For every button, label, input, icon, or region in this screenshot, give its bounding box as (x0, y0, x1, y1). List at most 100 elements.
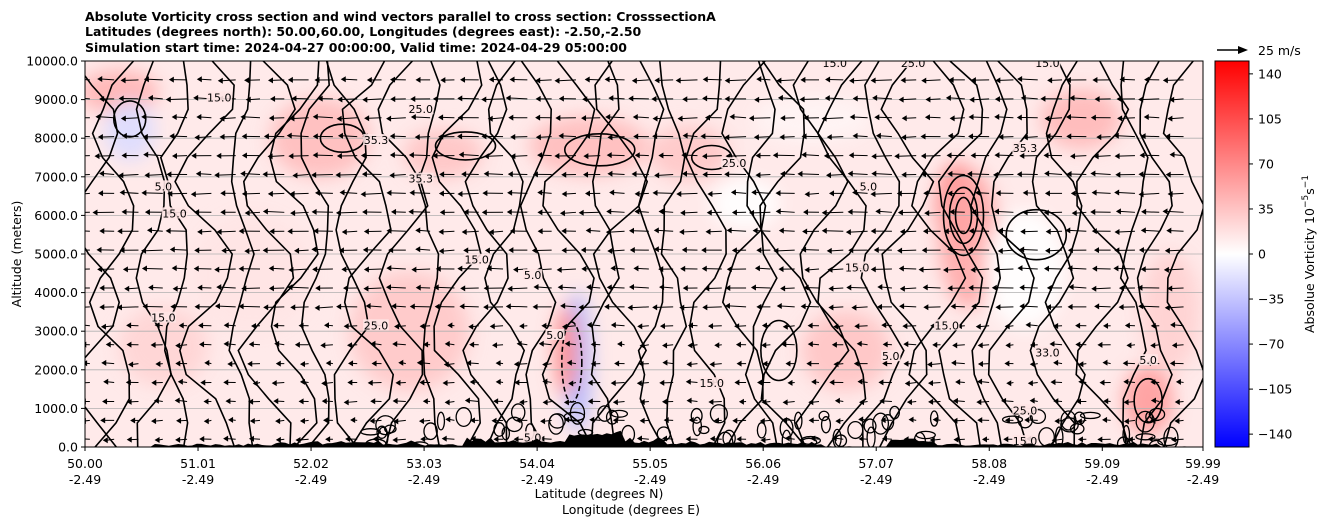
wind-vector-head-64 (515, 417, 521, 424)
wind-vector-head-684 (1044, 170, 1050, 177)
wind-vector-402 (899, 285, 917, 292)
wind-vector-shaft-121 (786, 400, 795, 403)
wind-vector-head-41 (1077, 436, 1083, 443)
wind-vector-364 (1094, 303, 1111, 310)
wind-vector-372 (172, 285, 188, 292)
wind-vector-shaft-818 (953, 117, 965, 119)
wind-vector-724 (894, 153, 917, 160)
wind-vector-167 (787, 379, 795, 386)
contour-surface-39 (872, 412, 890, 435)
wind-vector-shaft-49 (155, 419, 163, 422)
wind-vector-715 (681, 152, 698, 159)
wind-vector-shaft-820 (998, 116, 1014, 119)
contour-surface-60 (501, 426, 511, 441)
wind-vector-2 (126, 436, 139, 443)
wind-vector-head-270 (1049, 340, 1055, 347)
wind-vector-281 (198, 322, 212, 329)
wind-vector-shaft-436 (614, 267, 625, 270)
wind-vector-shaft-321 (1174, 324, 1184, 327)
wind-vector-620 (609, 189, 625, 196)
wind-vector-615 (482, 190, 504, 197)
wind-vector-head-390 (606, 284, 612, 291)
wind-vector-606 (267, 190, 285, 197)
wind-vector-head-151 (395, 379, 401, 386)
wind-vector-head-318 (1103, 322, 1109, 329)
wind-vector-653 (292, 172, 309, 179)
wind-vector-469 (294, 247, 309, 254)
wind-vector-head-341 (532, 303, 538, 310)
wind-vector-shaft-375 (245, 287, 261, 290)
wind-vector-head-838 (317, 95, 323, 102)
wind-vector-shaft-19 (543, 438, 552, 440)
wind-vector-head-324 (116, 304, 122, 311)
wind-vector-shaft-857 (781, 97, 795, 100)
wind-vector-893 (535, 77, 552, 84)
wind-vector-509 (146, 227, 163, 234)
wind-vector-head-702 (360, 152, 366, 159)
y-tick-label-4: 4000.0 (34, 285, 78, 300)
wind-vector-head-561 (290, 210, 296, 217)
wind-vector-head-180 (1099, 379, 1105, 386)
wind-vector-head-265 (932, 341, 938, 348)
wind-vector-head-696 (216, 152, 222, 159)
wind-vector-772 (947, 132, 965, 139)
wind-vector-687 (1115, 171, 1135, 178)
wind-vector-head-812 (803, 114, 809, 121)
wind-vector-shaft-345 (631, 306, 649, 309)
wind-vector-shaft-693 (147, 154, 163, 157)
wind-vector-459 (1163, 266, 1184, 273)
wind-vector-head-523 (488, 229, 494, 236)
wind-vector-shaft-561 (294, 211, 309, 214)
wind-vector-shaft-677 (875, 173, 892, 175)
wind-vector-shaft-789 (244, 116, 261, 119)
wind-vector-shaft-894 (558, 79, 576, 82)
wind-vector-shaft-827 (1171, 117, 1184, 120)
wind-vector-519 (386, 227, 406, 234)
wind-vector-8 (275, 436, 285, 443)
wind-vector-shaft-173 (931, 382, 941, 384)
wind-vector-head-70 (663, 417, 669, 424)
wind-vector-head-639 (1070, 190, 1076, 197)
wind-vector-head-558 (220, 209, 226, 216)
wind-vector-head-783 (95, 113, 101, 120)
wind-vector-shaft-684 (1048, 172, 1063, 175)
wind-vector-138 (85, 382, 90, 384)
wind-vector-head-47 (100, 417, 106, 424)
wind-vector-645 (99, 170, 115, 177)
wind-vector-shaft-758 (611, 136, 625, 138)
wind-vector-797 (438, 114, 455, 121)
wind-vector-692 (121, 152, 139, 159)
wind-vector-head-643 (1167, 191, 1173, 198)
wind-vector-head-327 (194, 303, 200, 310)
wind-vector-head-729 (1019, 152, 1025, 159)
wind-vector-shaft-328 (218, 305, 236, 308)
wind-vector-shaft-610 (364, 192, 382, 195)
wind-vector-855 (724, 95, 747, 102)
wind-vector-81 (932, 416, 941, 423)
wind-vector-463 (141, 247, 163, 254)
x-tick-lon-8: -2.49 (973, 472, 1005, 487)
wind-vector-657 (389, 172, 406, 179)
wind-vector-head-11 (345, 436, 351, 443)
wind-vector-295 (541, 322, 552, 329)
wind-vector-859 (824, 95, 844, 102)
wind-vector-head-781 (1165, 133, 1171, 140)
wind-vector-726 (946, 152, 965, 159)
wind-vector-head-565 (391, 208, 397, 215)
wind-vector-head-726 (946, 152, 952, 159)
wind-vector-shaft-674 (801, 173, 820, 175)
wind-vector-126 (906, 399, 917, 406)
wind-vector-243 (392, 341, 406, 348)
wind-vector-898 (654, 77, 674, 84)
wind-vector-716 (702, 153, 722, 160)
wind-vector-head-611 (386, 189, 392, 196)
wind-vector-shaft-559 (248, 211, 261, 214)
wind-vector-head-409 (1068, 284, 1074, 291)
wind-vector-shaft-885 (344, 78, 358, 81)
wind-vector-408 (1046, 284, 1063, 291)
wind-vector-head-303 (734, 323, 740, 330)
contour-surface-58 (384, 424, 397, 434)
wind-vector-864 (945, 94, 965, 101)
wind-vector-807 (677, 115, 698, 122)
wind-vector-head-699 (288, 153, 294, 160)
